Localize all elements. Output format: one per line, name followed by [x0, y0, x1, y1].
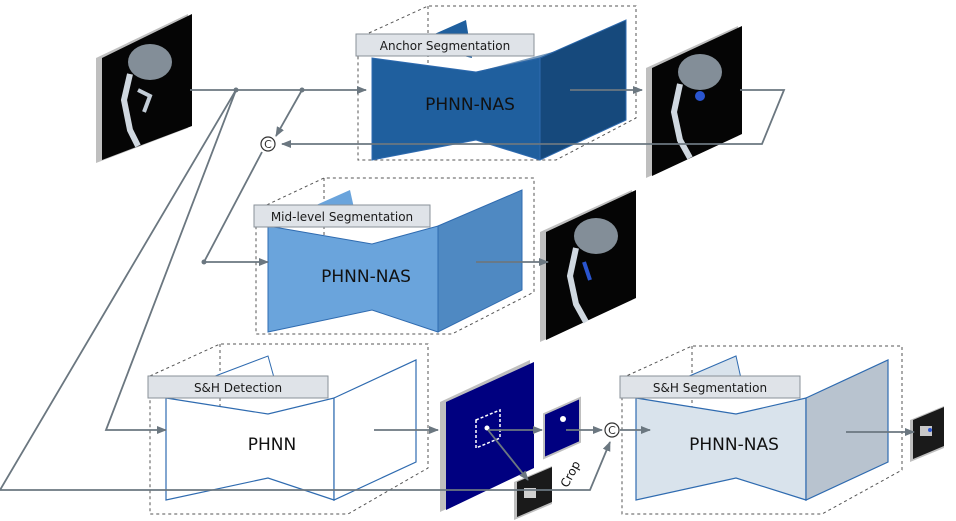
xray-mid-output-icon — [540, 190, 636, 342]
mid-stage: Mid-level Segmentation PHNN-NAS — [253, 177, 535, 335]
concat-icon-final: C — [604, 422, 620, 438]
flow-branch-concat — [275, 89, 303, 137]
mid-stage-title: Mid-level Segmentation — [271, 210, 413, 224]
sh-stage: S&H Segmentation PHNN-NAS — [619, 345, 903, 515]
detection-map-icon — [440, 360, 534, 512]
mid-net-label: PHNN-NAS — [321, 267, 411, 287]
flow-input-detection — [104, 89, 237, 434]
svg-text:C: C — [608, 424, 616, 437]
crop-label: Crop — [558, 458, 584, 489]
cropped-xray-patch-icon — [514, 466, 552, 520]
anchor-stage-title: Anchor Segmentation — [380, 39, 510, 53]
xray-input-icon — [96, 14, 192, 163]
anchor-stage: Anchor Segmentation PHNN-NAS — [355, 5, 637, 161]
sh-stage-border — [621, 345, 903, 515]
flow-lines — [0, 86, 915, 491]
sh-stage-title: S&H Segmentation — [653, 381, 767, 395]
mid-net-side — [437, 189, 523, 333]
sh-net-label: PHNN-NAS — [689, 435, 779, 455]
final-output-icon — [910, 406, 944, 462]
concat-icon: C — [260, 136, 276, 152]
cropped-patch-icon — [543, 396, 581, 460]
svg-text:C: C — [264, 138, 272, 151]
anchor-label-box — [355, 33, 535, 57]
detection-net-label: PHNN — [248, 435, 296, 455]
flow-feedback-concat — [281, 89, 786, 148]
anchor-stage-border — [357, 5, 637, 161]
detection-stage-title: S&H Detection — [194, 381, 282, 395]
mid-label-box — [253, 204, 431, 228]
branch-dot-c — [201, 259, 207, 265]
flow-map-crop — [487, 429, 529, 481]
detection-label-box — [147, 375, 329, 399]
detection-stage: S&H Detection PHNN — [147, 343, 429, 515]
xray-anchor-output-icon — [646, 26, 742, 178]
flow-input-final-concat — [0, 89, 611, 491]
detection-stage-border — [149, 343, 429, 515]
sh-net-side — [805, 359, 889, 501]
anchor-net-label: PHNN-NAS — [425, 95, 515, 115]
sh-label-box — [619, 375, 801, 399]
